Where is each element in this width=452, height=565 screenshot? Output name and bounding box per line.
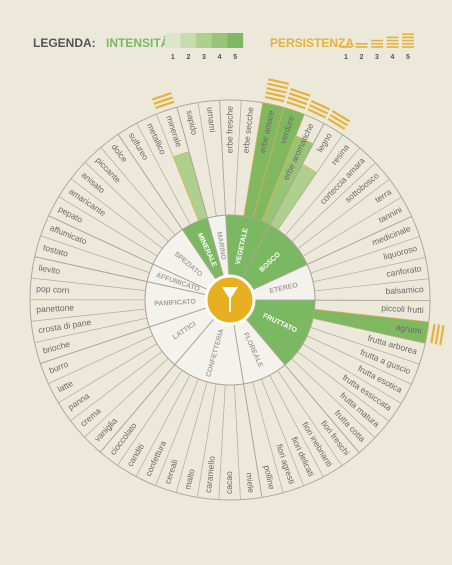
descriptor-label: balsamico [385, 284, 424, 296]
category-label: MARINO [215, 231, 227, 261]
category-divider [251, 215, 412, 291]
persistence-bar [430, 323, 436, 344]
category-divider [233, 323, 263, 498]
persistence-bar [331, 109, 351, 123]
descriptor-label: erbe fresche [225, 106, 235, 154]
category-divider [99, 317, 215, 453]
persistence-level: 3 [375, 54, 379, 61]
descriptor-label: agrumi [395, 322, 422, 336]
descriptor-label: caramello [203, 455, 217, 493]
persistence-bar [434, 324, 441, 345]
descriptor-label: panettone [36, 302, 75, 314]
descriptor-label: lievito [38, 263, 61, 276]
intensity-level: 4 [218, 54, 222, 61]
legend-title: LEGENDA: [33, 36, 96, 50]
persistence-bar [290, 87, 311, 97]
descriptor-label: miele [244, 472, 256, 494]
intensity-level: 2 [186, 54, 190, 61]
descriptor-label: cacao [224, 471, 234, 494]
intensity-swatch [180, 33, 197, 48]
persistence-bar [267, 78, 290, 85]
category-divider [176, 107, 225, 277]
category-label: PANIFICATO [154, 299, 196, 308]
descriptor-label: malto [182, 468, 196, 491]
descriptor-label: piccoli frutti [381, 303, 424, 315]
persistence-label: PERSISTENZA [270, 36, 354, 50]
persistence-bar [264, 95, 285, 103]
persistence-bar [288, 92, 309, 101]
descriptor-label: umami [205, 106, 218, 133]
persistence-bar [153, 96, 173, 105]
intensity-level: 5 [233, 54, 237, 61]
category-divider [240, 123, 325, 280]
glass-icon [222, 287, 238, 312]
intensity-swatch [196, 33, 212, 48]
category-divider [117, 134, 217, 281]
category-divider [40, 307, 208, 364]
persistence-bar [310, 99, 331, 111]
persistence-bar [267, 82, 288, 90]
intensity-swatch [227, 33, 244, 48]
persistence-bar [327, 117, 346, 130]
intensity-swatch [211, 33, 228, 48]
persistence-bar [155, 100, 175, 110]
intensity-swatch [165, 33, 181, 48]
persistence-level: 1 [344, 54, 348, 61]
persistence-bar [266, 87, 287, 94]
persistence-bar [287, 96, 308, 106]
intensity-label: INTENSITÀ [106, 35, 170, 50]
persistence-level: 4 [391, 54, 395, 61]
persistence-bar [151, 92, 172, 101]
descriptor-label: pop corn [36, 283, 70, 295]
intensity-level: 3 [202, 54, 206, 61]
category-divider [48, 215, 209, 291]
persistence-bar [309, 104, 329, 115]
category-divider [245, 318, 360, 453]
persistence-bar [265, 91, 286, 98]
category-divider [34, 256, 207, 296]
persistence-bar [439, 324, 445, 346]
intensity-level: 1 [171, 54, 175, 61]
persistence-level: 2 [360, 54, 364, 61]
persistence-bar [329, 113, 348, 127]
inner-ring [144, 214, 316, 386]
persistence-bar [307, 108, 327, 119]
persistence-level: 5 [406, 54, 410, 61]
persistence-bar [286, 100, 306, 110]
